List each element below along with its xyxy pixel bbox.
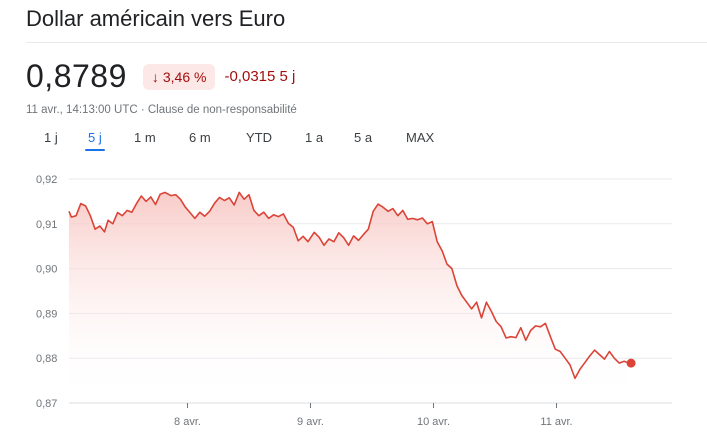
x-tick-label: 11 avr. bbox=[540, 416, 572, 428]
timestamp-disclaimer[interactable]: 11 avr., 14:13:00 UTC · Clause de non-re… bbox=[26, 104, 297, 116]
quote-row: 0,8789 ↓ 3,46 % -0,0315 5 j bbox=[26, 58, 295, 95]
change-percent: 3,46 % bbox=[162, 68, 207, 85]
header-divider bbox=[26, 42, 707, 43]
tab-range-2[interactable]: 1 m bbox=[134, 130, 156, 145]
tab-range-3[interactable]: 6 m bbox=[189, 130, 211, 145]
tab-range-7[interactable]: MAX bbox=[406, 130, 435, 145]
y-tick-label: 0,89 bbox=[36, 308, 57, 320]
price-line bbox=[68, 191, 630, 380]
y-tick-label: 0,88 bbox=[36, 353, 57, 365]
x-axis: 8 avr. 9 avr. 10 avr. 11 avr. bbox=[174, 403, 573, 428]
x-tick-label: 8 avr. bbox=[174, 416, 201, 428]
current-price: 0,8789 bbox=[26, 58, 127, 94]
change-absolute: -0,0315 5 j bbox=[224, 68, 296, 85]
price-area bbox=[69, 192, 630, 403]
tab-range-0[interactable]: 1 j bbox=[44, 130, 58, 145]
x-tick-label: 10 avr. bbox=[417, 416, 450, 428]
arrow-down-icon: ↓ bbox=[151, 68, 159, 85]
tab-range-6[interactable]: 5 a bbox=[354, 130, 373, 145]
tab-range-1[interactable]: 5 j bbox=[85, 130, 105, 151]
tab-range-5[interactable]: 1 a bbox=[305, 130, 324, 145]
x-tick-label: 9 avr. bbox=[297, 416, 324, 428]
change-badge: ↓ 3,46 % bbox=[142, 63, 216, 90]
y-tick-label: 0,91 bbox=[36, 219, 57, 231]
y-tick-label: 0,87 bbox=[36, 398, 57, 410]
last-price-dot[interactable] bbox=[626, 358, 636, 368]
y-tick-label: 0,92 bbox=[36, 174, 57, 186]
y-tick-label: 0,90 bbox=[36, 264, 57, 276]
page-title: Dollar américain vers Euro bbox=[26, 6, 286, 31]
tab-range-4[interactable]: YTD bbox=[246, 130, 272, 145]
y-axis: 0,87 0,88 0,89 0,90 0,91 0,92 bbox=[36, 174, 57, 410]
